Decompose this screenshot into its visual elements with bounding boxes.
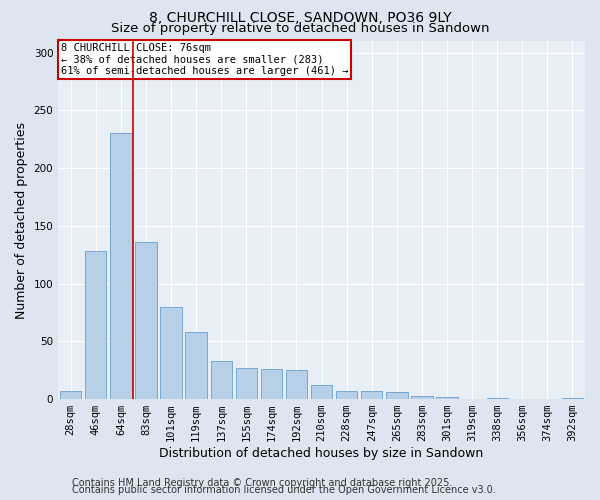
Text: Contains HM Land Registry data © Crown copyright and database right 2025.: Contains HM Land Registry data © Crown c…: [72, 478, 452, 488]
Bar: [236, 368, 257, 399]
Bar: [436, 397, 458, 399]
Bar: [336, 391, 358, 399]
Text: 8, CHURCHILL CLOSE, SANDOWN, PO36 9LY: 8, CHURCHILL CLOSE, SANDOWN, PO36 9LY: [149, 11, 451, 25]
Bar: [160, 306, 182, 399]
Bar: [60, 391, 82, 399]
Bar: [286, 370, 307, 399]
Bar: [185, 332, 207, 399]
Bar: [110, 134, 131, 399]
Bar: [136, 242, 157, 399]
Bar: [487, 398, 508, 399]
Bar: [361, 391, 382, 399]
Bar: [311, 385, 332, 399]
Bar: [211, 361, 232, 399]
X-axis label: Distribution of detached houses by size in Sandown: Distribution of detached houses by size …: [160, 447, 484, 460]
Bar: [411, 396, 433, 399]
Text: 8 CHURCHILL CLOSE: 76sqm
← 38% of detached houses are smaller (283)
61% of semi-: 8 CHURCHILL CLOSE: 76sqm ← 38% of detach…: [61, 43, 349, 76]
Y-axis label: Number of detached properties: Number of detached properties: [15, 122, 28, 318]
Bar: [85, 251, 106, 399]
Bar: [562, 398, 583, 399]
Text: Size of property relative to detached houses in Sandown: Size of property relative to detached ho…: [111, 22, 489, 35]
Bar: [386, 392, 407, 399]
Text: Contains public sector information licensed under the Open Government Licence v3: Contains public sector information licen…: [72, 485, 496, 495]
Bar: [261, 369, 282, 399]
